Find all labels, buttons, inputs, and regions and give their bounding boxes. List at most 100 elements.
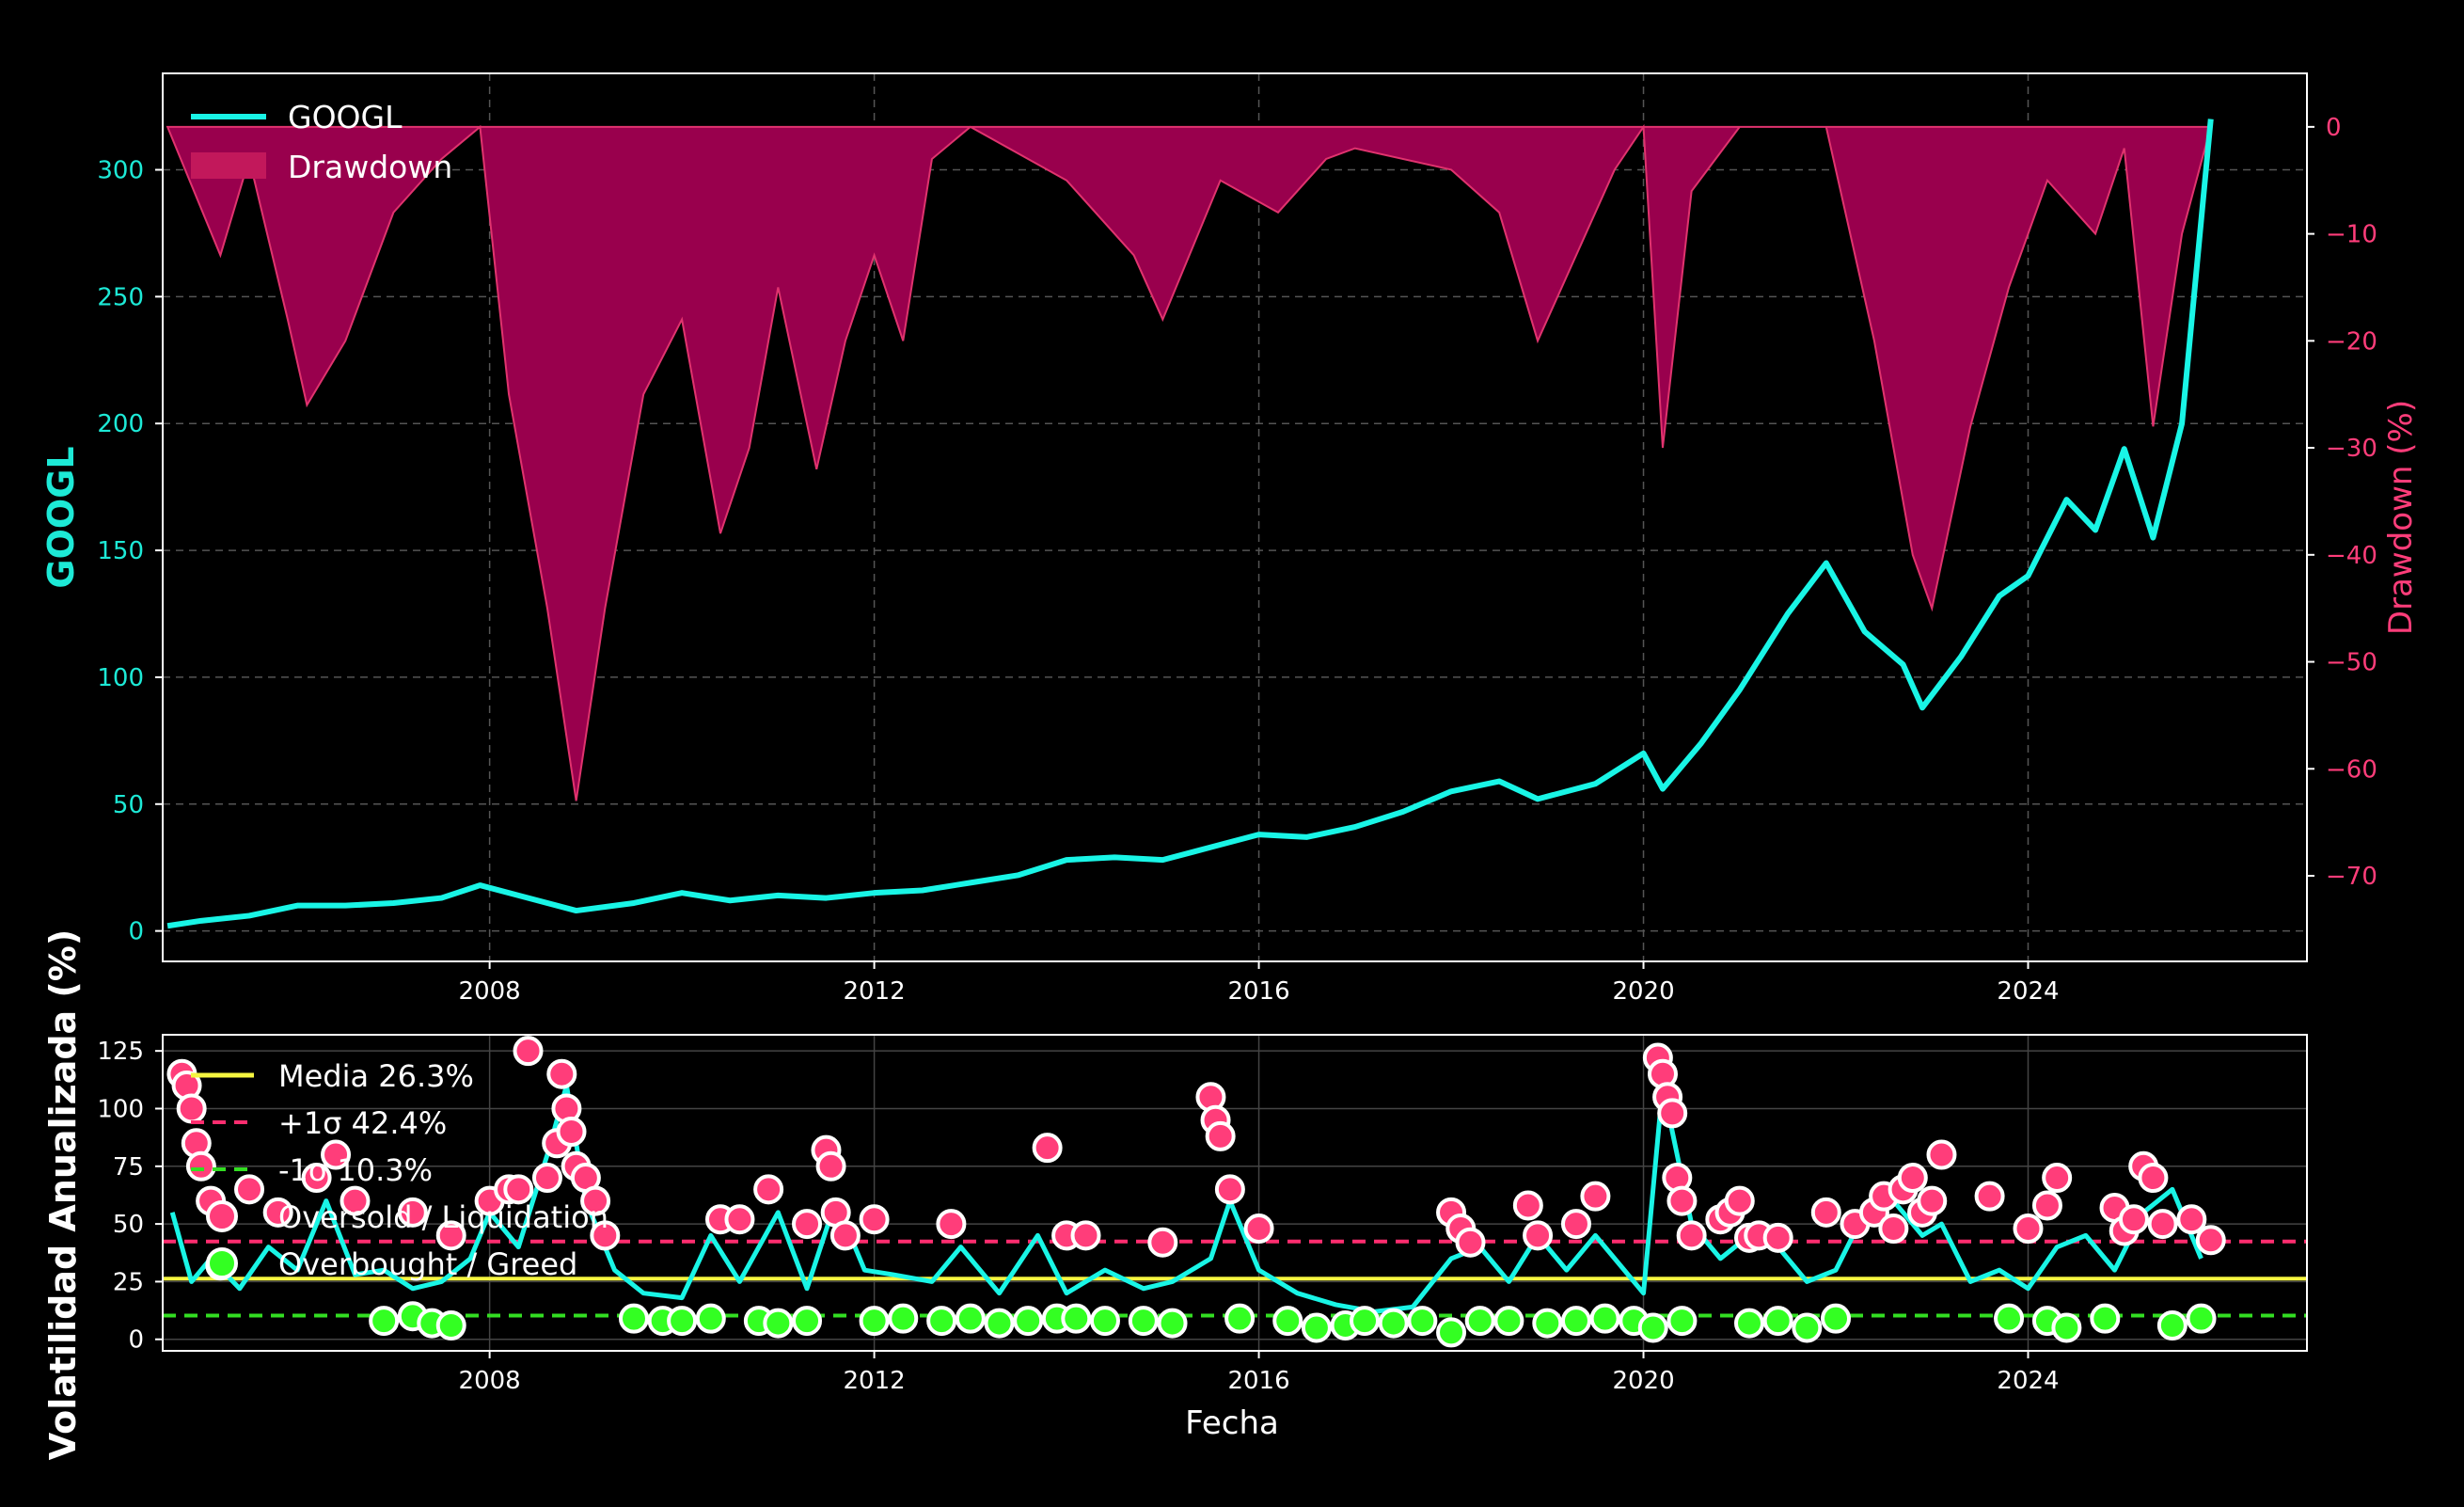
overbought-marker	[369, 1306, 400, 1337]
overbought-marker	[1013, 1306, 1044, 1337]
volatility-y-tick-label: 25	[113, 1268, 144, 1296]
drawdown-y-axis-ticks: 0 −10 −20 −30 −40 −50 −60 −70	[2307, 114, 2377, 891]
googl-price-line	[166, 119, 2214, 929]
price-y-tick-label: 200	[97, 410, 144, 438]
overbought-marker	[955, 1303, 986, 1334]
oversold-marker	[340, 1185, 371, 1216]
oversold-marker	[1147, 1227, 1178, 1258]
legend-oversold-swatch	[206, 1200, 238, 1232]
overbought-marker	[1224, 1303, 1256, 1334]
overbought-marker	[1493, 1306, 1524, 1337]
price-x-tick-label: 2012	[844, 977, 906, 1006]
drawdown-area-layer	[166, 123, 2213, 801]
oversold-marker	[792, 1209, 823, 1240]
overbought-marker	[2156, 1310, 2188, 1341]
overbought-marker	[1301, 1312, 1332, 1343]
overbought-marker	[2090, 1303, 2121, 1334]
volatility-x-axis-label: Fecha	[1185, 1404, 1279, 1442]
oversold-marker	[2138, 1163, 2169, 1194]
oversold-marker	[1810, 1197, 1841, 1228]
volatility-x-axis-ticks: 2008 2012 2016 2020 2024	[459, 1351, 2060, 1395]
oversold-marker	[1523, 1220, 1554, 1251]
legend-mean-label: Media 26.3%	[278, 1058, 474, 1094]
price-y-axis-ticks: 0 50 100 150 200 250 300	[97, 156, 163, 946]
price-y-tick-label: 250	[97, 283, 144, 311]
oversold-marker	[1762, 1222, 1793, 1253]
oversold-marker	[556, 1117, 587, 1148]
overbought-marker	[1560, 1306, 1591, 1337]
price-x-tick-label: 2008	[459, 977, 521, 1006]
overbought-marker	[1157, 1308, 1188, 1339]
overbought-marker	[1637, 1312, 1668, 1343]
volatility-plot-frame	[162, 1034, 2308, 1352]
price-x-tick-label: 2020	[1612, 977, 1674, 1006]
volatility-legend: Media 26.3% +1σ 42.4% -1σ 10.3% Oversold…	[191, 1058, 608, 1282]
legend-minus-sigma-label: -1σ 10.3%	[278, 1152, 433, 1188]
price-line-layer	[166, 119, 2214, 929]
overbought-markers	[205, 1250, 2217, 1348]
overbought-marker	[695, 1303, 726, 1334]
drawdown-y-tick-label: −30	[2326, 435, 2377, 463]
oversold-marker	[262, 1197, 293, 1228]
overbought-marker	[1061, 1303, 1092, 1334]
volatility-y-tick-label: 125	[97, 1038, 144, 1066]
oversold-marker	[546, 1058, 577, 1089]
overbought-marker	[2186, 1303, 2217, 1334]
overbought-marker	[792, 1306, 823, 1337]
overbought-marker	[1436, 1317, 1467, 1348]
oversold-marker	[1560, 1209, 1591, 1240]
price-plot-frame	[162, 72, 2308, 962]
oversold-marker	[1926, 1139, 1957, 1170]
volatility-y-tick-label: 50	[113, 1211, 144, 1239]
oversold-marker	[397, 1197, 428, 1228]
price-x-tick-label: 2016	[1227, 977, 1289, 1006]
oversold-marker	[2147, 1209, 2178, 1240]
legend-drawdown-swatch	[191, 152, 266, 179]
volatility-y-tick-label: 75	[113, 1153, 144, 1182]
oversold-marker	[1676, 1220, 1707, 1251]
overbought-marker	[1532, 1308, 1563, 1339]
oversold-marker	[1580, 1181, 1611, 1212]
oversold-marker	[2195, 1225, 2226, 1256]
price-legend: GOOGL Drawdown	[191, 99, 452, 185]
oversold-marker	[2031, 1190, 2062, 1221]
overbought-marker	[1407, 1306, 1438, 1337]
legend-plus-sigma-label: +1σ 42.4%	[278, 1105, 447, 1141]
drawdown-area	[166, 123, 2213, 801]
oversold-marker	[753, 1174, 784, 1205]
oversold-marker	[1214, 1174, 1245, 1205]
oversold-marker	[1666, 1185, 1698, 1216]
volatility-y-tick-label: 100	[97, 1095, 144, 1123]
oversold-marker	[2042, 1163, 2073, 1194]
volatility-y-axis-label: Volatilidad Anualizada (%)	[42, 929, 84, 1460]
overbought-marker	[1666, 1306, 1698, 1337]
overbought-marker	[1089, 1306, 1120, 1337]
oversold-marker	[531, 1163, 562, 1194]
overbought-marker	[926, 1306, 957, 1337]
oversold-marker	[1455, 1227, 1486, 1258]
oversold-marker	[1657, 1098, 1688, 1129]
oversold-marker	[2013, 1214, 2044, 1245]
price-x-tick-label: 2024	[1997, 977, 2059, 1006]
overbought-marker	[1350, 1306, 1381, 1337]
oversold-marker	[1205, 1120, 1236, 1151]
price-y-tick-label: 300	[97, 156, 144, 184]
oversold-marker	[513, 1036, 544, 1067]
overbought-marker	[667, 1306, 698, 1337]
drawdown-y-tick-label: −50	[2326, 649, 2377, 677]
oversold-marker	[435, 1220, 466, 1251]
oversold-marker	[1032, 1133, 1063, 1164]
overbought-marker	[1378, 1308, 1409, 1339]
oversold-marker	[234, 1174, 265, 1205]
legend-overbought-label: Overbought / Greed	[278, 1246, 577, 1282]
oversold-marker	[1897, 1163, 1928, 1194]
price-y-tick-label: 50	[113, 791, 144, 819]
overbought-marker	[1792, 1312, 1823, 1343]
oversold-marker	[1243, 1214, 1274, 1245]
oversold-marker	[815, 1150, 846, 1182]
drawdown-y-tick-label: −20	[2326, 327, 2377, 356]
price-y-tick-label: 0	[128, 918, 144, 946]
volatility-x-tick-label: 2008	[459, 1367, 521, 1395]
